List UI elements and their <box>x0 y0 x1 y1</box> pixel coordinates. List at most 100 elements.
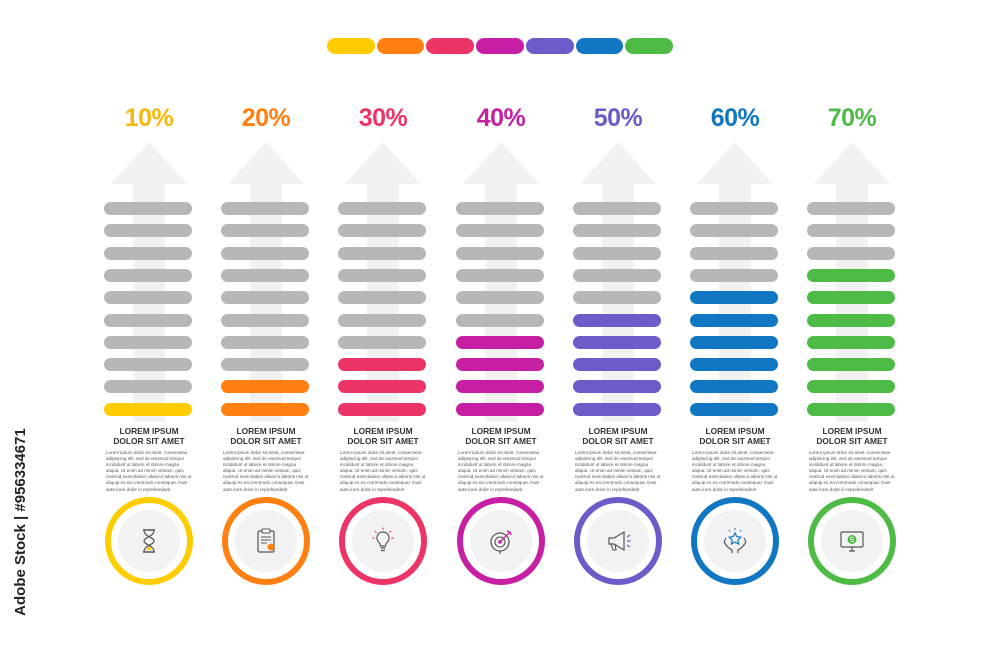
progress-bar-inactive <box>104 335 192 349</box>
progress-bar-active <box>338 402 426 416</box>
heading-line-1: LOREM IPSUM <box>471 426 531 436</box>
progress-bar-inactive <box>456 313 544 327</box>
progress-bar-active <box>456 380 544 394</box>
heading-line-2: DOLOR SIT AMET <box>230 436 302 446</box>
progress-bar-active <box>690 358 778 372</box>
progress-bar-active <box>573 335 661 349</box>
progress-bar-active <box>807 358 895 372</box>
progress-bar-inactive <box>104 358 192 372</box>
column-heading: LOREM IPSUM DOLOR SIT AMET <box>807 426 897 446</box>
icon-circle <box>457 497 545 585</box>
progress-bar-active <box>221 402 309 416</box>
up-arrow-icon <box>580 142 656 422</box>
progress-bar-active <box>338 380 426 394</box>
progress-bar-active <box>807 402 895 416</box>
palette-chip <box>426 38 475 54</box>
heading-line-2: DOLOR SIT AMET <box>816 436 888 446</box>
up-arrow-icon <box>697 142 773 422</box>
progress-bar-inactive <box>338 202 426 215</box>
heading-line-2: DOLOR SIT AMET <box>113 436 185 446</box>
column-heading: LOREM IPSUM DOLOR SIT AMET <box>456 426 546 446</box>
column-3: 30% LOREM IPSUM DOLOR SIT AMET Lorem ipsum … <box>338 0 428 647</box>
heading-line-1: LOREM IPSUM <box>588 426 648 436</box>
progress-bar-active <box>807 291 895 305</box>
palette-chip <box>376 38 425 54</box>
heading-line-2: DOLOR SIT AMET <box>465 436 537 446</box>
progress-bar-inactive <box>221 268 309 282</box>
percent-label: 70% <box>827 104 877 132</box>
progress-bar-inactive <box>573 291 661 305</box>
progress-bar-active <box>807 268 895 282</box>
progress-bar-inactive <box>104 313 192 327</box>
column-heading: LOREM IPSUM DOLOR SIT AMET <box>221 426 311 446</box>
progress-bar-active <box>221 380 309 394</box>
progress-bar-inactive <box>104 291 192 305</box>
progress-bar-inactive <box>221 246 309 260</box>
percent-label: 10% <box>124 104 174 132</box>
icon-circle <box>339 497 427 585</box>
progress-bar-inactive <box>338 335 426 349</box>
color-palette-strip <box>327 38 674 54</box>
column-heading: LOREM IPSUM DOLOR SIT AMET <box>690 426 780 446</box>
column-heading: LOREM IPSUM DOLOR SIT AMET <box>104 426 194 446</box>
progress-bar-inactive <box>690 246 778 260</box>
column-body-text: Lorem ipsum dolor sit amet, consectetur … <box>340 450 426 492</box>
progress-bar-inactive <box>456 224 544 238</box>
progress-bar-inactive <box>807 246 895 260</box>
column-6: 60% LOREM IPSUM DOLOR SIT AMET Lorem ipsum … <box>690 0 780 647</box>
progress-bar-inactive <box>456 268 544 282</box>
monitor-dollar-icon <box>821 510 883 572</box>
up-arrow-icon <box>345 142 421 422</box>
palette-chip <box>625 38 674 54</box>
column-body-text: Lorem ipsum dolor sit amet, consectetur … <box>458 450 544 492</box>
column-4: 40% LOREM IPSUM DOLOR SIT AMET Lorem ipsum … <box>456 0 546 647</box>
column-5: 50% LOREM IPSUM DOLOR SIT AMET Lorem ipsum … <box>573 0 663 647</box>
icon-circle <box>105 497 193 585</box>
heading-line-1: LOREM IPSUM <box>705 426 765 436</box>
up-arrow-icon <box>228 142 304 422</box>
column-heading: LOREM IPSUM DOLOR SIT AMET <box>338 426 428 446</box>
icon-circle <box>574 497 662 585</box>
megaphone-icon <box>587 510 649 572</box>
progress-bar-inactive <box>690 202 778 215</box>
progress-bar-active <box>807 313 895 327</box>
progress-bar-active <box>807 380 895 394</box>
progress-bar-active <box>690 380 778 394</box>
progress-bar-inactive <box>807 202 895 215</box>
column-body-text: Lorem ipsum dolor sit amet, consectetur … <box>106 450 192 492</box>
column-body-text: Lorem ipsum dolor sit amet, consectetur … <box>809 450 895 492</box>
progress-bar-inactive <box>573 246 661 260</box>
progress-bar-inactive <box>104 380 192 394</box>
heading-line-1: LOREM IPSUM <box>353 426 413 436</box>
progress-bar-inactive <box>104 224 192 238</box>
percent-label: 60% <box>710 104 760 132</box>
progress-bar-inactive <box>807 224 895 238</box>
progress-bar-inactive <box>104 202 192 215</box>
percent-label: 50% <box>593 104 643 132</box>
progress-bar-active <box>690 313 778 327</box>
target-dart-icon <box>470 510 532 572</box>
hourglass-icon <box>118 510 180 572</box>
clipboard-document-icon <box>235 510 297 572</box>
progress-bar-inactive <box>221 335 309 349</box>
palette-chip <box>327 38 375 54</box>
progress-bar-inactive <box>573 268 661 282</box>
progress-bar-inactive <box>221 313 309 327</box>
progress-bar-inactive <box>456 202 544 215</box>
up-arrow-icon <box>111 142 187 422</box>
column-2: 20% LOREM IPSUM DOLOR SIT AMET Lorem ipsum … <box>221 0 311 647</box>
progress-bar-active <box>690 335 778 349</box>
progress-bar-active <box>104 402 192 416</box>
lightbulb-icon <box>352 510 414 572</box>
palette-chip <box>525 38 574 54</box>
column-body-text: Lorem ipsum dolor sit amet, consectetur … <box>692 450 778 492</box>
heading-line-2: DOLOR SIT AMET <box>347 436 419 446</box>
palette-chip <box>575 38 624 54</box>
heading-line-2: DOLOR SIT AMET <box>699 436 771 446</box>
icon-circle <box>808 497 896 585</box>
column-1: 10% LOREM IPSUM DOLOR SIT AMET Lorem ipsum … <box>104 0 194 647</box>
icon-circle <box>222 497 310 585</box>
column-7: 70% LOREM IPSUM DOLOR SIT AMET Lorem ipsum … <box>807 0 897 647</box>
percent-label: 40% <box>476 104 526 132</box>
progress-bar-active <box>573 313 661 327</box>
